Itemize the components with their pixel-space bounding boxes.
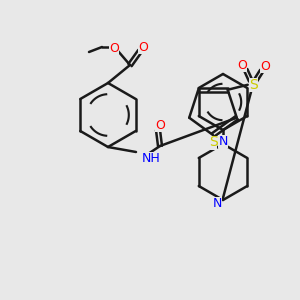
Text: O: O bbox=[237, 59, 247, 72]
Text: S: S bbox=[249, 78, 258, 92]
Text: NH: NH bbox=[142, 152, 161, 165]
Text: N: N bbox=[212, 197, 222, 210]
Text: O: O bbox=[109, 42, 119, 55]
Text: N: N bbox=[218, 135, 228, 148]
Text: S: S bbox=[208, 136, 217, 149]
Text: O: O bbox=[138, 41, 148, 54]
Text: O: O bbox=[260, 60, 270, 73]
Text: O: O bbox=[155, 119, 165, 132]
